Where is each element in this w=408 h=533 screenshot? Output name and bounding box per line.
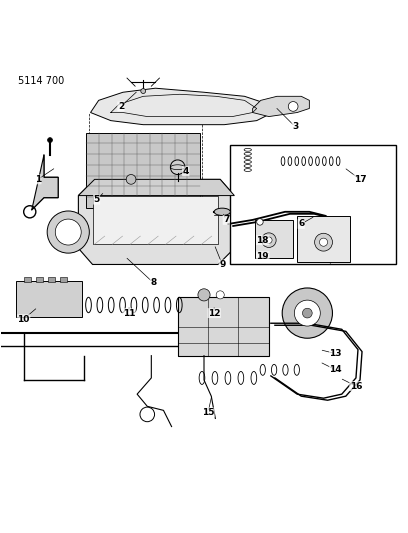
Circle shape: [171, 160, 185, 174]
Text: 2: 2: [118, 102, 124, 111]
Bar: [36, 277, 43, 282]
Polygon shape: [253, 96, 309, 117]
Text: 17: 17: [354, 175, 366, 184]
Text: 12: 12: [208, 309, 220, 318]
Text: 19: 19: [257, 252, 269, 261]
Circle shape: [282, 288, 333, 338]
Ellipse shape: [214, 208, 231, 215]
Text: 3: 3: [292, 122, 298, 131]
Text: 6: 6: [298, 220, 304, 229]
Circle shape: [266, 237, 272, 244]
Circle shape: [55, 219, 81, 245]
Bar: [24, 277, 31, 282]
Bar: [16, 281, 82, 317]
Text: 7: 7: [223, 215, 229, 224]
Text: 4: 4: [182, 167, 189, 176]
Circle shape: [302, 308, 312, 318]
Circle shape: [141, 88, 146, 93]
Text: 18: 18: [257, 236, 269, 245]
Polygon shape: [93, 196, 218, 244]
Polygon shape: [78, 180, 234, 196]
Circle shape: [48, 138, 53, 142]
Bar: [255, 220, 293, 259]
Bar: [177, 297, 269, 356]
Text: 14: 14: [329, 365, 342, 374]
Bar: [86, 133, 200, 208]
Circle shape: [216, 291, 224, 299]
Text: 13: 13: [329, 349, 342, 358]
Polygon shape: [32, 155, 58, 210]
Text: 5: 5: [93, 195, 100, 204]
Polygon shape: [78, 180, 234, 264]
Polygon shape: [91, 88, 273, 125]
Text: 9: 9: [219, 260, 226, 269]
Text: 11: 11: [123, 309, 135, 318]
Text: 8: 8: [150, 278, 157, 287]
Text: 15: 15: [202, 408, 214, 417]
Circle shape: [257, 219, 263, 225]
Circle shape: [315, 233, 333, 251]
Circle shape: [198, 289, 210, 301]
Bar: [297, 216, 350, 262]
Text: 16: 16: [350, 382, 362, 391]
Circle shape: [126, 174, 136, 184]
Circle shape: [288, 102, 298, 111]
Bar: [60, 277, 67, 282]
Text: 5114 700: 5114 700: [18, 76, 64, 86]
Circle shape: [319, 238, 328, 246]
Circle shape: [47, 211, 89, 253]
Circle shape: [262, 233, 276, 247]
Text: 1: 1: [35, 175, 41, 184]
Bar: [48, 277, 55, 282]
Text: 10: 10: [18, 314, 30, 324]
Circle shape: [294, 300, 320, 326]
Bar: [231, 145, 397, 264]
